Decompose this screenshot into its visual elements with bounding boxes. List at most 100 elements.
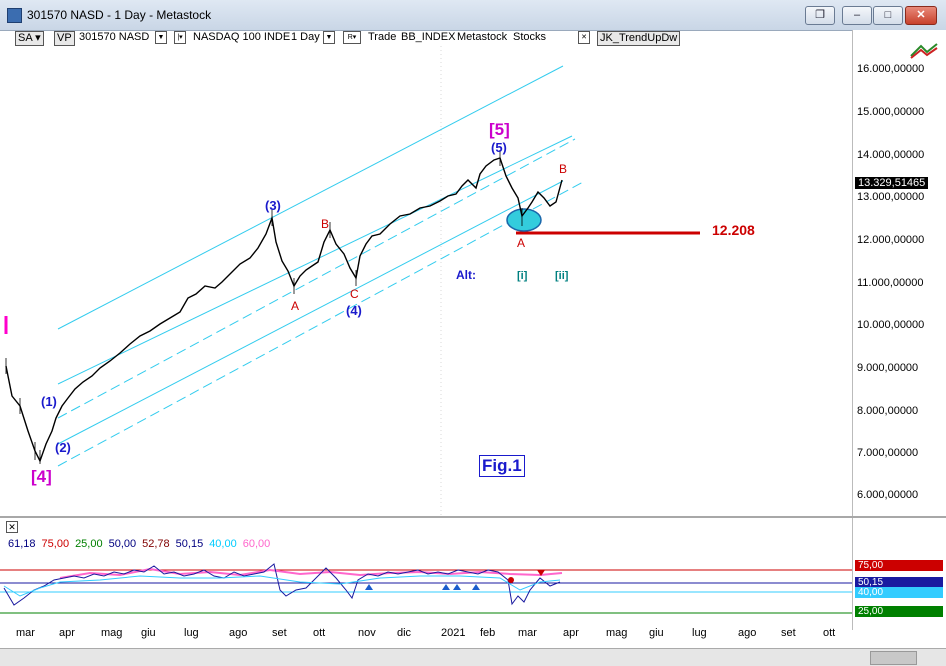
month-label: mag (606, 627, 628, 639)
month-label: dic (397, 627, 412, 639)
price-tick: 8.000,00000 (857, 405, 919, 417)
ind-val: 61,18 (8, 538, 36, 550)
month-label: set (781, 627, 796, 639)
month-label: giu (649, 627, 664, 639)
wave-c-1: C (350, 287, 359, 301)
wave-5-big: [5] (489, 120, 510, 139)
wave-ii: [ii] (555, 270, 569, 282)
bb-index-label: BB_INDEX (401, 31, 456, 43)
last-price-badge: 13.329,51465 (855, 177, 929, 189)
time-axis: mar apr mag giu lug ago set ott nov dic … (0, 625, 852, 641)
wave-a-2: A (517, 236, 526, 250)
price-line (5, 157, 563, 463)
ind-right-label: 25,00 (855, 606, 943, 617)
metastock-label: Metastock (457, 31, 508, 43)
sa-box[interactable]: SA ▾ (15, 31, 44, 46)
price-tick: 15.000,00000 (857, 106, 925, 118)
price-axis: 16.000,00000 15.000,00000 14.000,00000 1… (852, 30, 946, 630)
price-tick: 14.000,00000 (857, 149, 925, 161)
month-label: set (272, 627, 287, 639)
month-label: feb (480, 627, 496, 639)
title-bar: 301570 NASD - 1 Day - Metastock ❐ – □ ✕ (0, 0, 946, 31)
wave-b-2: B (559, 162, 568, 176)
month-label: apr (563, 627, 579, 639)
vp-box[interactable]: VP (54, 31, 75, 46)
ind-right-label: 40,00 (855, 587, 943, 598)
trade-label: Trade (368, 31, 397, 43)
window-title: 301570 NASD - 1 Day - Metastock (27, 8, 212, 22)
month-label: ago (229, 627, 248, 639)
month-label: apr (59, 627, 75, 639)
price-bars (5, 150, 523, 464)
wave-ellipse (506, 208, 542, 232)
wave-a-1: A (291, 299, 300, 313)
wave-3: (3) (265, 198, 281, 213)
signal-arrow-down (537, 570, 545, 576)
ind-val: 50,15 (175, 538, 204, 550)
indicator-chart[interactable] (0, 560, 852, 625)
price-tick: 16.000,00000 (857, 63, 925, 75)
expert-label[interactable]: JK_TrendUpDw (597, 31, 681, 46)
minimize-button[interactable]: – (842, 6, 872, 25)
app-icon (7, 8, 22, 23)
pane-divider[interactable] (0, 516, 946, 518)
period-label: 1 Day (291, 31, 320, 43)
wave-5: (5) (491, 140, 507, 155)
symbol-dropdown[interactable]: ▼ (155, 31, 167, 44)
month-label: 2021 (441, 627, 466, 639)
chart-toolbar: SA ▾ VP 301570 NASD ▼ |▾ NASDAQ 100 INDE… (0, 30, 852, 46)
indicator-values: 61,18 75,00 25,00 50,00 52,78 50,15 40,00 60,00 (8, 538, 276, 550)
price-tick: 10.000,00000 (857, 319, 925, 331)
restore-chart-icon[interactable]: ❐ (805, 6, 835, 25)
month-label: lug (692, 627, 707, 639)
wave-b-1: B (321, 217, 330, 231)
price-tick: 6.000,00000 (857, 489, 919, 501)
wave-i: [i] (517, 270, 528, 282)
stocks-label: Stocks (513, 31, 547, 43)
wave-4-big: [4] (31, 467, 52, 486)
month-label: ott (823, 627, 836, 639)
signal-arrows (365, 584, 480, 590)
month-label: mag (101, 627, 123, 639)
chart-tool-icon[interactable] (909, 42, 939, 60)
ind-val: 52,78 (142, 538, 170, 550)
level-label: 12.208 (712, 222, 755, 238)
month-label: ott (313, 627, 326, 639)
indicator-close-icon[interactable]: ✕ (6, 521, 18, 533)
price-tick: 12.000,00000 (857, 234, 925, 246)
index-toggle[interactable]: |▾ (174, 31, 186, 44)
ind-val: 25,00 (75, 538, 103, 550)
month-label: nov (358, 627, 376, 639)
r-box[interactable]: R▾ (343, 31, 361, 44)
price-chart[interactable] (0, 46, 852, 516)
horizontal-scrollbar[interactable] (0, 648, 946, 666)
close-button[interactable]: ✕ (905, 6, 937, 25)
alt-label: Alt: (456, 268, 476, 282)
period-dropdown[interactable]: ▼ (323, 31, 335, 44)
month-label: ago (738, 627, 757, 639)
ind-val: 40,00 (209, 538, 237, 550)
wave-2: (2) (55, 440, 71, 455)
month-label: mar (518, 627, 537, 639)
scrollbar-thumb[interactable] (870, 651, 917, 665)
signal-dot (508, 577, 514, 583)
price-tick: 9.000,00000 (857, 362, 919, 374)
ind-right-label: 75,00 (855, 560, 943, 571)
indicator-header: ✕ 61,18 75,00 25,00 50,00 52,78 50,15 40,00 60,… (0, 518, 852, 560)
wave-4: (4) (346, 303, 362, 318)
ind-val: 75,00 (41, 538, 70, 550)
symbol-label: 301570 NASD (79, 31, 150, 43)
ind-val: 60,00 (242, 538, 271, 550)
ind-right-label: 50,15 (855, 577, 943, 588)
price-tick: 7.000,00000 (857, 447, 919, 459)
month-label: lug (184, 627, 199, 639)
price-tick: 13.000,00000 (857, 191, 925, 203)
figure-label: Fig.1 (479, 455, 525, 477)
ind-val: 50,00 (108, 538, 137, 550)
month-label: giu (141, 627, 156, 639)
wave-1: (1) (41, 394, 57, 409)
index-label: NASDAQ 100 INDE (193, 31, 291, 43)
maximize-button[interactable]: □ (873, 6, 903, 25)
month-label: mar (16, 627, 35, 639)
remove-expert-button[interactable]: ✕ (578, 31, 590, 44)
